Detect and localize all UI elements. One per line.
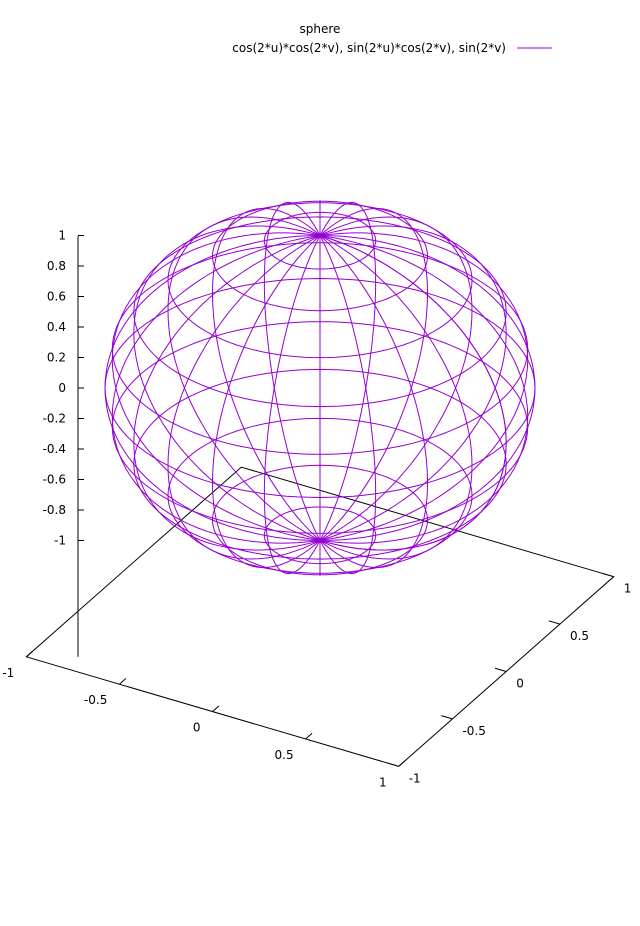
axis-ticks: 1 0.8 0.6 0.4 0.2 0 -0.2 -0.4 -0.6 -0.8 -1 -1 -0.5 0 0…: [2, 229, 631, 790]
parallel-line: [263, 506, 377, 565]
x-tick: [25, 650, 34, 658]
z-tick-label: -0.8: [43, 503, 66, 517]
z-tick-label: 0.6: [47, 290, 66, 304]
y-tick: [441, 715, 453, 720]
y-tick: [387, 762, 399, 767]
y-tick: [602, 572, 614, 578]
z-tick-label: -0.2: [43, 412, 66, 426]
y-tick: [548, 620, 561, 625]
parallel-line: [111, 242, 529, 455]
parallel-line: [167, 202, 473, 359]
x-tick-label: -1: [2, 666, 14, 680]
parallel-line: [104, 277, 536, 499]
y-tick-label: -1: [409, 771, 421, 785]
parallel-line: [133, 368, 507, 560]
x-tick-label: 1: [379, 775, 387, 789]
y-tick-label: 0.5: [570, 629, 589, 643]
sphere-surface: [104, 200, 536, 576]
x-tick-label: 0: [193, 721, 201, 735]
y-tick-label: -0.5: [462, 724, 485, 738]
z-tick-label: -0.4: [43, 442, 66, 456]
parallel-line: [211, 200, 429, 312]
x-tick: [398, 760, 406, 767]
parallel-line: [211, 464, 429, 576]
legend-label: cos(2*u)*cos(2*v), sin(2*u)*cos(2*v), si…: [232, 41, 506, 55]
z-tick-label: -0.6: [43, 473, 66, 487]
z-tick-label: 0: [58, 381, 66, 395]
parallel-line: [133, 216, 507, 408]
z-tick-label: 0.4: [47, 320, 66, 334]
z-tick-label: 0.2: [47, 351, 66, 365]
x-tick-label: 0.5: [275, 748, 294, 762]
x-tick-label: -0.5: [84, 693, 107, 707]
parallel-line: [263, 211, 377, 270]
x-tick: [119, 678, 127, 685]
y-tick: [494, 667, 507, 672]
z-tick-label: -1: [54, 534, 66, 548]
parallel-line: [111, 321, 529, 534]
x-tick: [212, 705, 220, 712]
y-tick-label: 0: [516, 677, 524, 691]
chart-title: sphere: [300, 22, 341, 36]
y-tick-label: 1: [624, 582, 632, 596]
z-tick-label: 1: [58, 229, 66, 243]
x-tick: [305, 732, 313, 740]
legend: cos(2*u)*cos(2*v), sin(2*u)*cos(2*v), si…: [232, 41, 552, 55]
parallel-line: [167, 417, 473, 574]
z-tick-label: 0.8: [47, 259, 66, 273]
